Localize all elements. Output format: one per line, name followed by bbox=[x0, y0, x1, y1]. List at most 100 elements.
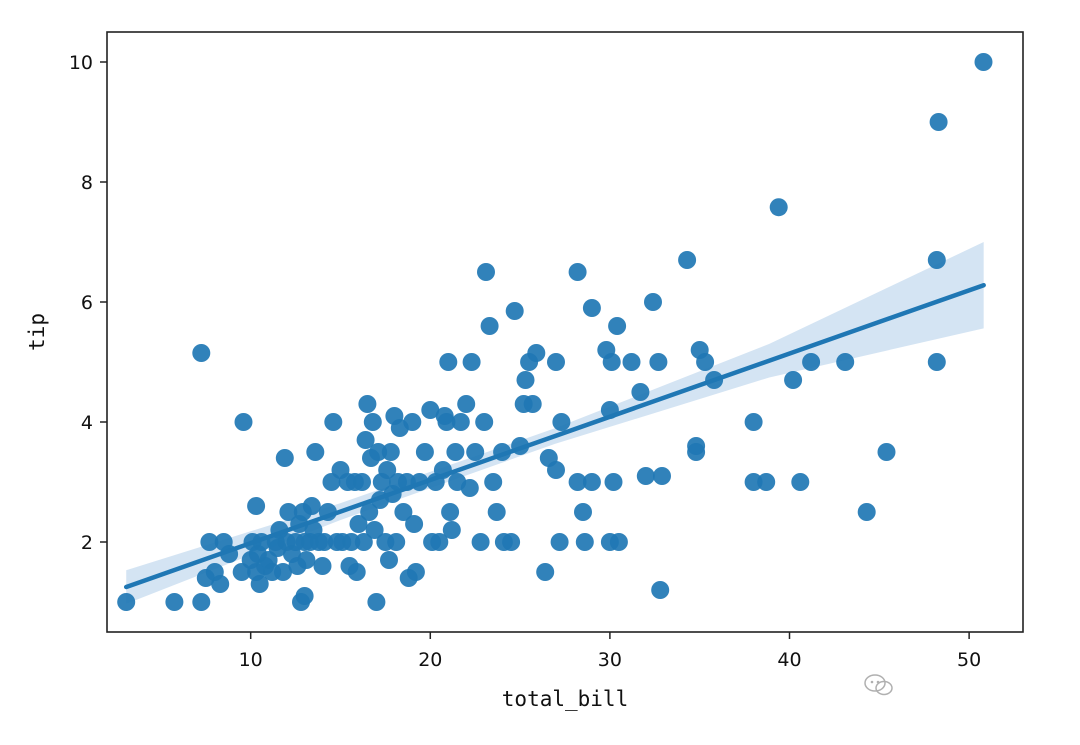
data-point bbox=[394, 503, 413, 521]
data-point bbox=[547, 353, 565, 371]
data-point bbox=[568, 263, 587, 281]
data-point bbox=[460, 479, 479, 497]
data-point bbox=[360, 503, 379, 521]
x-tick-label: 20 bbox=[418, 649, 442, 671]
data-point bbox=[381, 443, 400, 461]
data-point bbox=[929, 113, 948, 131]
data-point bbox=[192, 593, 211, 611]
plot-frame bbox=[106, 31, 1024, 633]
data-point bbox=[696, 353, 715, 371]
data-point bbox=[430, 533, 449, 551]
data-point bbox=[927, 353, 946, 371]
y-tick-label: 4 bbox=[81, 412, 93, 434]
data-point bbox=[687, 443, 706, 461]
data-point bbox=[649, 353, 668, 371]
data-point bbox=[349, 515, 368, 533]
data-point bbox=[791, 473, 810, 491]
data-point bbox=[678, 251, 697, 269]
data-point bbox=[622, 353, 641, 371]
data-point bbox=[279, 503, 298, 521]
data-point bbox=[927, 251, 946, 269]
data-point bbox=[784, 371, 803, 389]
data-point bbox=[380, 551, 398, 569]
data-point bbox=[441, 503, 460, 521]
data-point bbox=[353, 473, 371, 491]
points-layer bbox=[117, 53, 993, 611]
data-point bbox=[315, 533, 334, 551]
x-tick-label: 50 bbox=[957, 649, 981, 671]
data-point bbox=[466, 443, 485, 461]
data-point bbox=[313, 557, 332, 575]
data-point bbox=[475, 413, 494, 431]
x-tick-label: 40 bbox=[777, 649, 801, 671]
y-axis-label: tip bbox=[25, 313, 49, 351]
data-point bbox=[651, 581, 670, 599]
data-point bbox=[446, 443, 465, 461]
x-axis-label: total_bill bbox=[502, 687, 628, 711]
data-point bbox=[342, 533, 361, 551]
watermark-logo-icon bbox=[864, 674, 893, 696]
y-tick-label: 2 bbox=[81, 532, 93, 554]
data-point bbox=[974, 53, 993, 71]
data-point bbox=[568, 473, 587, 491]
data-point bbox=[582, 299, 601, 317]
data-point bbox=[575, 533, 594, 551]
data-point bbox=[836, 353, 855, 371]
data-point bbox=[211, 575, 230, 593]
data-point bbox=[857, 503, 876, 521]
data-point bbox=[744, 473, 763, 491]
data-point bbox=[631, 383, 650, 401]
data-point bbox=[552, 413, 571, 431]
data-point bbox=[471, 533, 490, 551]
data-point bbox=[457, 395, 476, 413]
data-point bbox=[608, 317, 627, 335]
data-point bbox=[644, 293, 662, 311]
data-point bbox=[415, 443, 434, 461]
data-point bbox=[406, 563, 425, 581]
data-point bbox=[480, 317, 499, 335]
y-tick-label: 6 bbox=[81, 292, 93, 314]
data-point bbox=[247, 497, 266, 515]
data-point bbox=[636, 467, 655, 485]
data-point bbox=[378, 461, 397, 479]
data-point bbox=[505, 302, 524, 320]
data-point bbox=[192, 344, 211, 362]
data-point bbox=[523, 395, 542, 413]
data-point bbox=[550, 533, 569, 551]
data-point bbox=[354, 533, 373, 551]
data-point bbox=[602, 353, 621, 371]
data-point bbox=[358, 395, 377, 413]
data-point bbox=[200, 533, 219, 551]
data-point bbox=[347, 563, 366, 581]
data-point bbox=[369, 443, 388, 461]
data-point bbox=[302, 497, 321, 515]
data-point bbox=[387, 533, 406, 551]
data-point bbox=[165, 593, 184, 611]
data-point bbox=[356, 431, 375, 449]
data-point bbox=[516, 371, 535, 389]
data-point bbox=[437, 413, 456, 431]
y-tick-label: 8 bbox=[81, 172, 93, 194]
data-point bbox=[297, 551, 316, 569]
data-point bbox=[451, 413, 470, 431]
x-ticks: 10 20 30 40 50 bbox=[239, 632, 981, 671]
data-point bbox=[484, 473, 503, 491]
data-point bbox=[275, 449, 294, 467]
data-point bbox=[744, 413, 763, 431]
x-tick-label: 30 bbox=[598, 649, 622, 671]
data-point bbox=[442, 521, 461, 539]
data-point bbox=[405, 515, 424, 533]
regression-line bbox=[123, 282, 986, 590]
data-point bbox=[403, 413, 422, 431]
data-point bbox=[536, 563, 555, 581]
data-point bbox=[757, 473, 776, 491]
data-point bbox=[582, 473, 601, 491]
data-point bbox=[234, 413, 253, 431]
data-point bbox=[324, 413, 343, 431]
data-point bbox=[250, 575, 269, 593]
data-point bbox=[653, 467, 671, 485]
data-point bbox=[609, 533, 628, 551]
data-point bbox=[363, 413, 382, 431]
data-point bbox=[477, 263, 495, 281]
